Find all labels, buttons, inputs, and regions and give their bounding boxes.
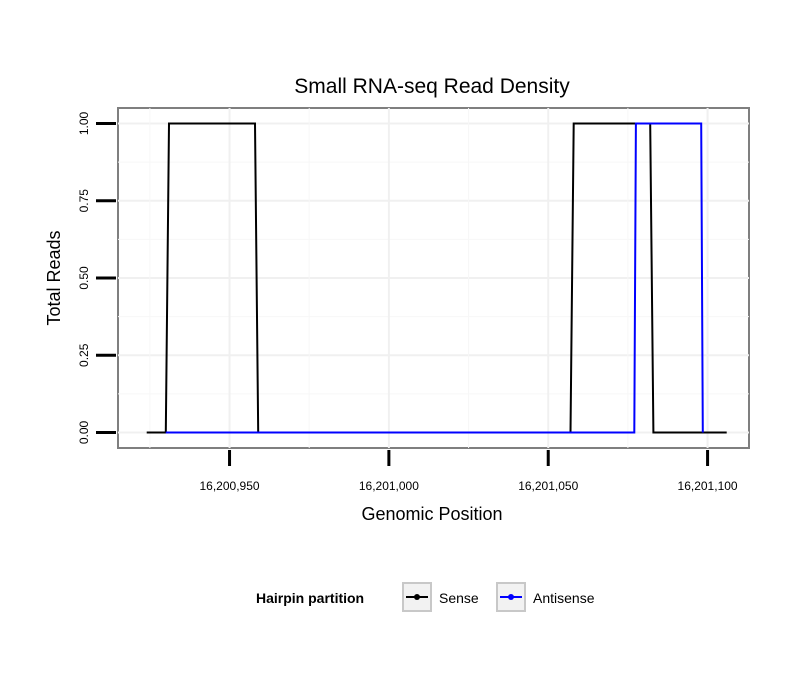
legend-key-point xyxy=(414,594,420,600)
legend-label-sense: Sense xyxy=(439,590,479,606)
legend-label-antisense: Antisense xyxy=(533,590,595,606)
y-axis-title: Total Reads xyxy=(44,230,64,325)
y-tick-label: 0.50 xyxy=(77,266,91,290)
chart-title: Small RNA-seq Read Density xyxy=(294,75,570,98)
legend-title: Hairpin partition xyxy=(256,590,364,606)
series-line-antisense xyxy=(165,122,704,434)
y-tick-label: 0.75 xyxy=(77,189,91,213)
y-tick-label: 0.00 xyxy=(77,420,91,444)
legend-key-point xyxy=(508,594,514,600)
x-tick-label: 16,201,100 xyxy=(678,479,738,493)
y-tick-label: 1.00 xyxy=(77,111,91,135)
x-tick-label: 16,201,000 xyxy=(359,479,419,493)
x-axis-title: Genomic Position xyxy=(361,504,502,524)
legend: Hairpin partition Sense Antisense xyxy=(256,582,595,612)
series-lines xyxy=(146,122,727,434)
y-axis: 0.00 0.25 0.50 0.75 1.00 xyxy=(77,111,116,444)
x-tick-label: 16,201,050 xyxy=(518,479,578,493)
y-tick-label: 0.25 xyxy=(77,343,91,367)
x-tick-label: 16,200,950 xyxy=(200,479,260,493)
x-axis: 16,200,950 16,201,000 16,201,050 16,201,100 xyxy=(200,450,738,493)
